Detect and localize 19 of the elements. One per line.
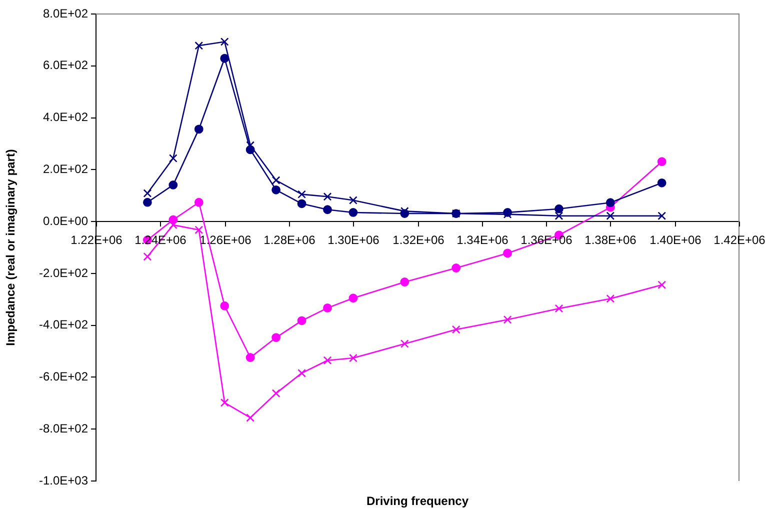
y-tick-label: 6.0E+02	[42, 58, 88, 72]
y-tick-label: 8.0E+02	[42, 6, 88, 20]
x-tick-label: 1.30E+06	[328, 232, 380, 247]
y-tick-label: -6.0E+02	[38, 370, 88, 384]
x-tick-label: 1.38E+06	[584, 232, 637, 247]
x-tick-label: 1.40E+06	[650, 232, 702, 247]
y-tick-label: -4.0E+02	[38, 318, 88, 332]
y-tick-label: -8.0E+02	[38, 421, 88, 436]
x-tick-label: 1.34E+06	[456, 232, 509, 247]
x-tick-label: 1.28E+06	[264, 232, 316, 247]
y-tick-label: 2.0E+02	[42, 162, 88, 176]
y-axis-title: Impedance (real or imaginary part)	[4, 149, 18, 346]
x-axis-title: Driving frequency	[365, 494, 470, 508]
y-tick-label: 0.0E+00	[42, 214, 88, 228]
y-tick-label: -2.0E+02	[38, 266, 88, 280]
y-tick-label: -1.0E+03	[38, 473, 88, 488]
x-tick-label: 1.32E+06	[392, 232, 445, 247]
y-tick-label: 4.0E+02	[42, 110, 88, 124]
x-tick-label: 1.42E+06	[714, 232, 766, 247]
